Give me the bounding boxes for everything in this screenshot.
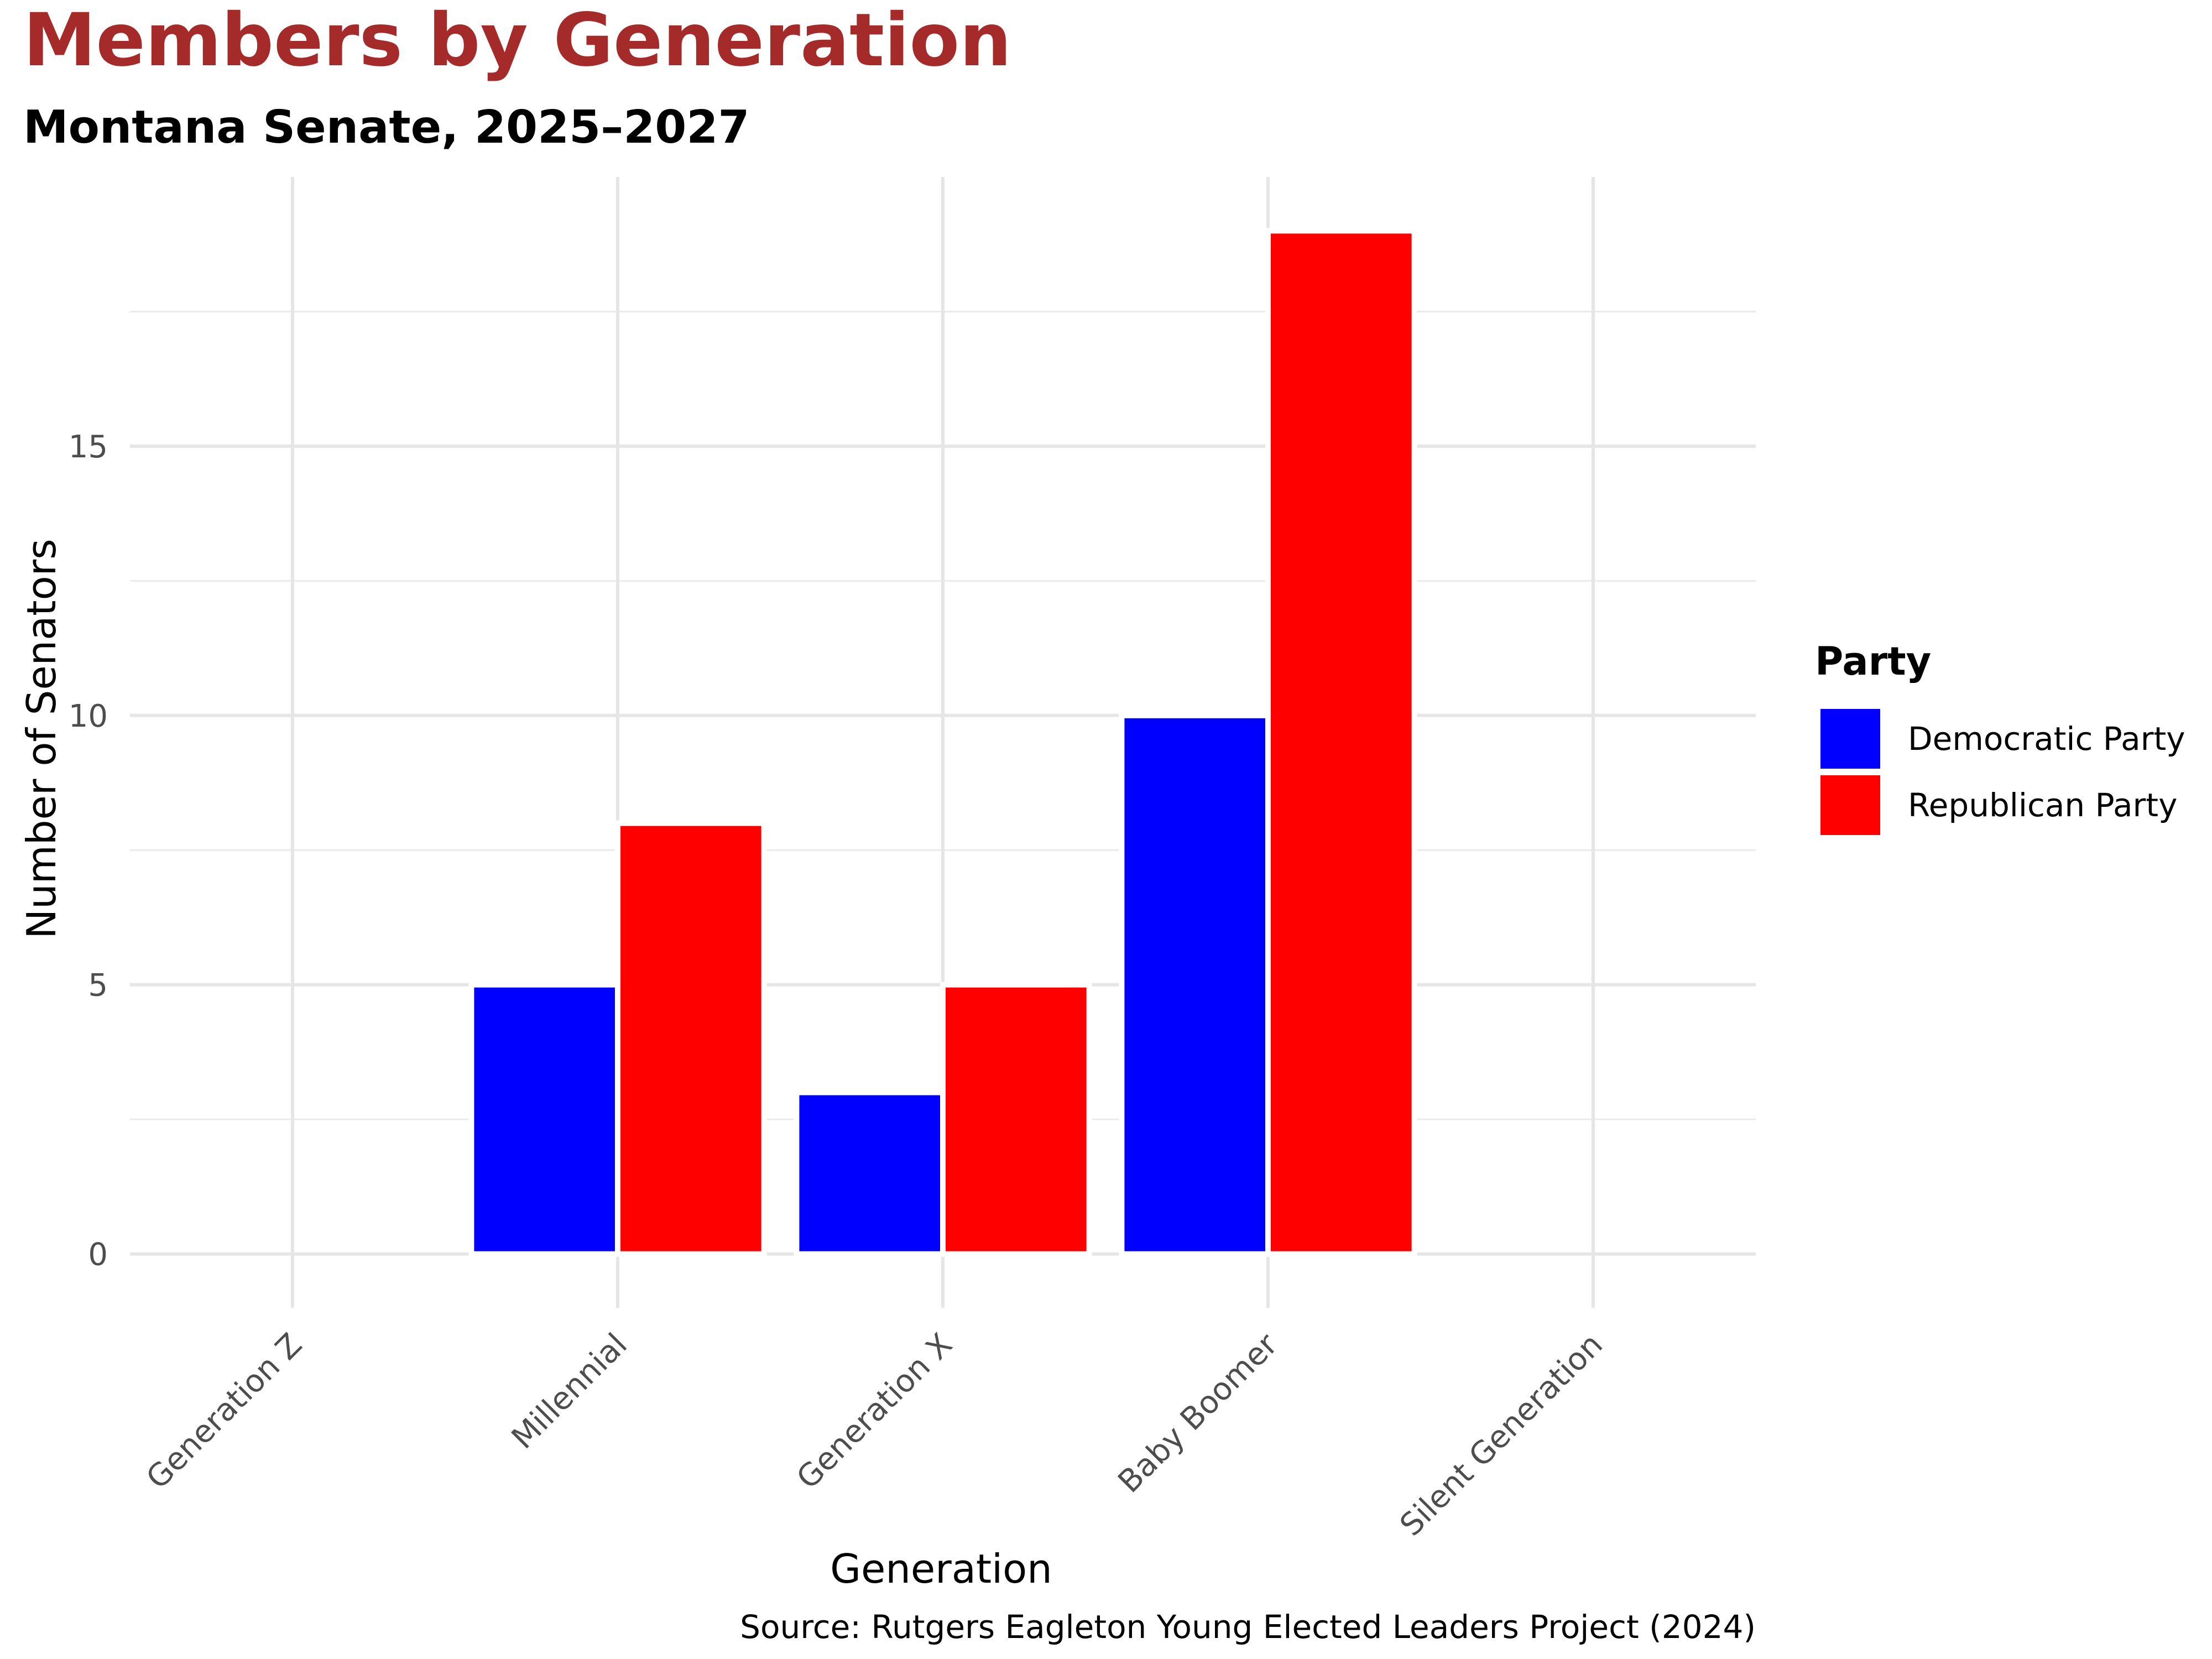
x-tick-label: Generation Z <box>139 1327 309 1496</box>
x-axis-title: Generation <box>830 1546 1052 1592</box>
bar-democratic-baby-boomer <box>1119 712 1271 1257</box>
bar-republican-generation-x <box>940 982 1092 1257</box>
legend: Party Democratic Party Republican Party <box>1815 639 2185 837</box>
x-tick-label: Silent Generation <box>1393 1327 1610 1543</box>
x-tick-label: Baby Boomer <box>1112 1326 1285 1500</box>
x-tick-label: Millennial <box>505 1327 634 1456</box>
bar-republican-millennial <box>615 820 767 1257</box>
bar-democratic-generation-x <box>794 1089 946 1257</box>
legend-key-republican <box>1818 773 1882 837</box>
x-tick-labels: Generation Z Millennial Generation X Baby B… <box>139 1326 1610 1543</box>
x-tick-label: Generation X <box>790 1327 959 1496</box>
y-tick-labels: 0 5 10 15 <box>69 429 108 1273</box>
legend-key-democratic <box>1818 707 1882 771</box>
y-tick-label: 5 <box>88 968 108 1004</box>
legend-title: Party <box>1815 639 1931 684</box>
bar-democratic-millennial <box>468 982 621 1257</box>
legend-label-republican: Republican Party <box>1908 786 2177 824</box>
bar-republican-baby-boomer <box>1265 228 1417 1257</box>
bars <box>468 228 1417 1257</box>
caption: Source: Rutgers Eagleton Young Elected L… <box>740 1608 1756 1646</box>
chart-subtitle: Montana Senate, 2025–2027 <box>23 101 749 154</box>
chart-title: Members by Generation <box>23 0 1011 83</box>
y-tick-label: 10 <box>69 698 108 734</box>
y-tick-label: 0 <box>88 1237 108 1273</box>
legend-label-democratic: Democratic Party <box>1908 720 2185 758</box>
y-tick-label: 15 <box>69 429 108 465</box>
y-axis-title: Number of Senators <box>18 539 65 939</box>
